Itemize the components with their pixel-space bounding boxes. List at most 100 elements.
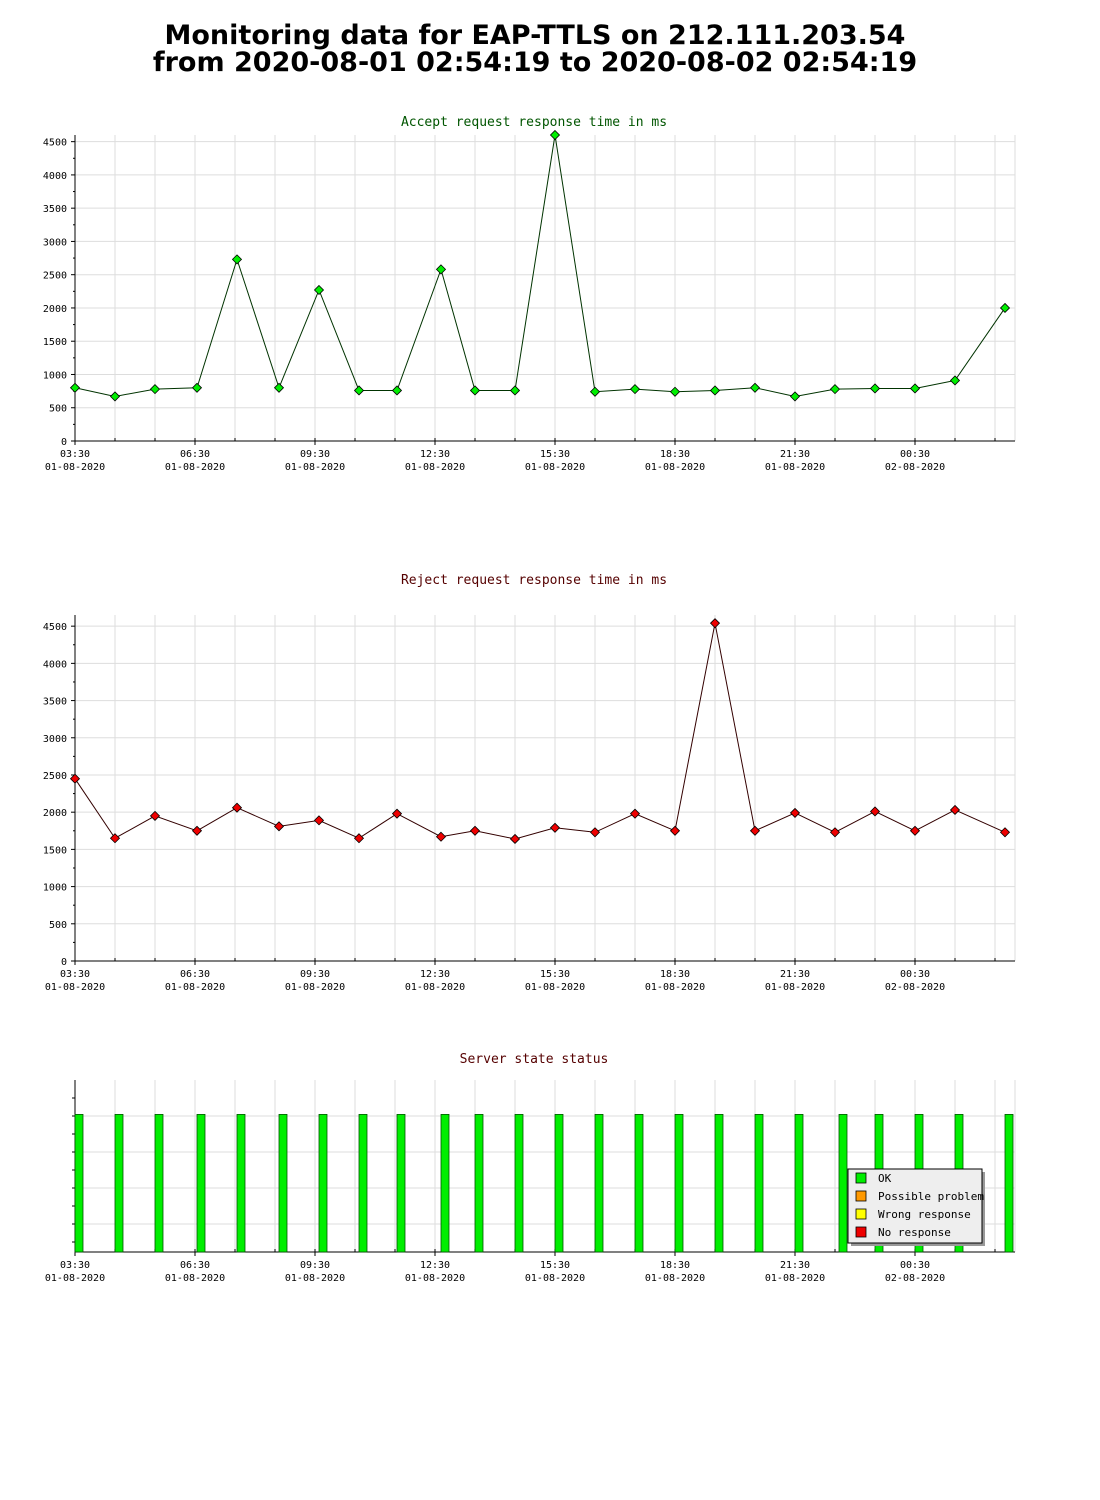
data-point xyxy=(869,806,881,817)
x-tick-label-time: 03:30 xyxy=(60,969,90,980)
x-tick-label-date: 01-08-2020 xyxy=(525,462,585,473)
x-tick-label-date: 01-08-2020 xyxy=(405,982,465,993)
page-title-line-1: Monitoring data for EAP-TTLS on 212.111.… xyxy=(164,20,906,51)
chart-title: Accept request response time in ms xyxy=(401,115,667,130)
x-tick-label-date: 02-08-2020 xyxy=(885,462,945,473)
y-tick-label: 2000 xyxy=(43,304,67,315)
data-point xyxy=(829,827,841,838)
y-tick-label: 2500 xyxy=(43,271,67,282)
server-status-chart: 03:30 01-08-2020 06:30 01-08-2020 09:30 01-08… xyxy=(45,1052,1016,1284)
y-tick-label: 0 xyxy=(61,957,67,968)
legend-swatch xyxy=(855,1190,867,1202)
x-tick-label-time: 09:30 xyxy=(300,1260,330,1271)
x-tick-label-time: 12:30 xyxy=(420,1260,450,1271)
data-point xyxy=(669,825,681,836)
status-bar xyxy=(714,1114,724,1253)
data-point xyxy=(231,254,243,265)
x-tick-label-time: 15:30 xyxy=(540,969,570,980)
x-tick-label-date: 01-08-2020 xyxy=(405,462,465,473)
x-tick-label-time: 12:30 xyxy=(420,449,450,460)
data-point xyxy=(869,383,881,394)
accept-response-chart: 03:30 01-08-2020 06:30 01-08-2020 09:30 01-08… xyxy=(43,115,1016,473)
data-point xyxy=(391,385,403,396)
x-tick-label-date: 01-08-2020 xyxy=(765,1273,825,1284)
x-tick-label-date: 01-08-2020 xyxy=(165,462,225,473)
y-tick-label: 1500 xyxy=(43,845,67,856)
x-tick-label-time: 15:30 xyxy=(540,449,570,460)
data-point xyxy=(749,382,761,393)
x-tick-label-time: 21:30 xyxy=(780,969,810,980)
y-tick-label: 500 xyxy=(49,404,67,415)
x-tick-label-time: 18:30 xyxy=(660,1260,690,1271)
page-title: Monitoring data for EAP-TTLS on 212.111.… xyxy=(0,22,1070,76)
x-tick-label-time: 03:30 xyxy=(60,449,90,460)
status-bar xyxy=(114,1114,124,1253)
data-point xyxy=(109,391,121,402)
status-bar xyxy=(1004,1114,1014,1253)
data-point xyxy=(829,384,841,395)
chart-title: Server state status xyxy=(460,1052,609,1067)
data-point xyxy=(509,833,521,845)
data-point xyxy=(549,822,561,833)
x-tick-label-date: 01-08-2020 xyxy=(285,1273,345,1284)
status-bar xyxy=(154,1114,164,1253)
data-point xyxy=(469,825,481,836)
y-tick-label: 3000 xyxy=(43,734,67,745)
x-tick-label-time: 06:30 xyxy=(180,969,210,980)
x-tick-label-time: 15:30 xyxy=(540,1260,570,1271)
page-title-line-2: from 2020-08-01 02:54:19 to 2020-08-02 0… xyxy=(152,47,918,78)
status-bar xyxy=(318,1114,328,1253)
data-point xyxy=(909,825,921,836)
series-line xyxy=(74,134,1006,397)
y-tick-label: 2500 xyxy=(43,771,67,782)
status-bar xyxy=(440,1114,450,1253)
x-tick-label-time: 18:30 xyxy=(660,449,690,460)
y-tick-label: 1500 xyxy=(43,337,67,348)
data-point xyxy=(709,385,721,396)
data-point xyxy=(629,808,641,819)
x-tick-label-time: 21:30 xyxy=(780,449,810,460)
data-point xyxy=(353,385,365,396)
legend-swatch xyxy=(855,1226,867,1238)
data-point xyxy=(589,827,601,838)
legend-label: Wrong response xyxy=(878,1208,971,1221)
x-tick-label-date: 01-08-2020 xyxy=(525,1273,585,1284)
series-line xyxy=(74,623,1006,840)
y-tick-label: 2000 xyxy=(43,808,67,819)
data-point xyxy=(69,382,81,393)
x-tick-label-time: 06:30 xyxy=(180,1260,210,1271)
status-bar xyxy=(754,1114,764,1253)
status-bar xyxy=(794,1114,804,1253)
data-point xyxy=(469,385,481,396)
y-tick-label: 1000 xyxy=(43,883,67,894)
y-tick-label: 3500 xyxy=(43,204,67,215)
legend-box xyxy=(847,1168,983,1244)
data-point xyxy=(353,833,365,844)
x-tick-label-date: 01-08-2020 xyxy=(285,982,345,993)
data-point xyxy=(149,384,161,395)
status-bar xyxy=(74,1114,84,1253)
status-bar xyxy=(838,1114,848,1253)
data-point xyxy=(435,831,447,842)
x-tick-label-date: 01-08-2020 xyxy=(45,1273,105,1284)
x-tick-label-date: 01-08-2020 xyxy=(525,982,585,993)
data-point xyxy=(749,825,761,836)
legend-swatch xyxy=(855,1208,867,1220)
x-tick-label-date: 01-08-2020 xyxy=(165,1273,225,1284)
status-bar xyxy=(474,1114,484,1253)
data-point xyxy=(231,802,243,813)
x-tick-label-time: 00:30 xyxy=(900,449,930,460)
chart-title: Reject request response time in ms xyxy=(401,573,667,588)
x-tick-label-time: 00:30 xyxy=(900,1260,930,1271)
data-point xyxy=(273,382,285,393)
data-point xyxy=(949,804,961,816)
data-point xyxy=(191,382,203,393)
legend-swatch xyxy=(855,1172,867,1184)
x-tick-label-time: 09:30 xyxy=(300,969,330,980)
x-tick-label-time: 00:30 xyxy=(900,969,930,980)
y-tick-label: 4500 xyxy=(43,138,67,149)
data-point xyxy=(999,827,1011,838)
x-tick-label-date: 01-08-2020 xyxy=(45,462,105,473)
x-tick-label-date: 01-08-2020 xyxy=(645,1273,705,1284)
x-tick-label-time: 18:30 xyxy=(660,969,690,980)
